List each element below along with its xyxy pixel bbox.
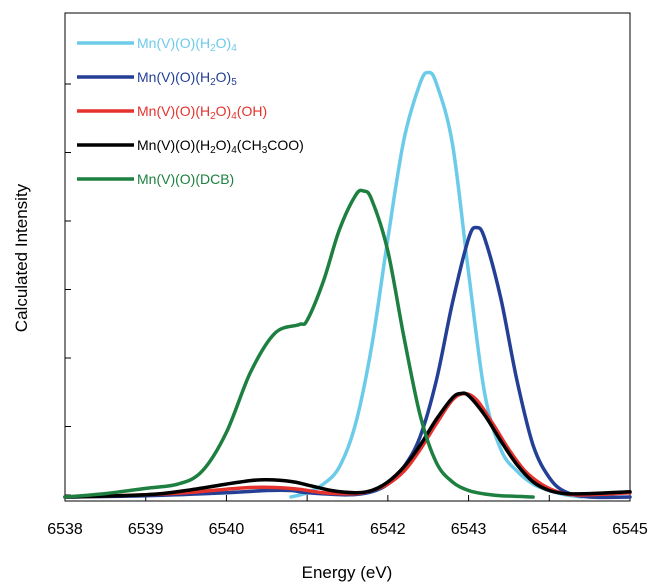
legend-label: Mn(V)(O)(H2O)4(CH3COO) — [137, 137, 304, 156]
x-tick-label: 6541 — [289, 521, 325, 538]
x-axis-ticks — [64, 495, 631, 501]
legend-label: Mn(V)(O)(H2O)5 — [137, 69, 237, 88]
legend-label: Mn(V)(O)(H2O)4(OH) — [137, 103, 267, 122]
legend-label: Mn(V)(O)(H2O)4 — [137, 35, 237, 54]
plot-frame — [64, 12, 631, 502]
series-line — [63, 225, 632, 500]
x-tick-label: 6542 — [370, 521, 406, 538]
x-axis-label: Energy (eV) — [302, 563, 393, 582]
series-line — [63, 188, 535, 499]
y-axis-ticks — [65, 83, 71, 496]
series-line — [63, 391, 632, 499]
legend: Mn(V)(O)(H2O)4 Mn(V)(O)(H2O)5 Mn(V)(O)(H2O… — [77, 35, 304, 187]
series-line — [63, 391, 632, 499]
x-axis-tick-labels: 6538 6539 6540 6541 6542 6543 6544 6545 — [47, 521, 648, 538]
x-tick-label: 6539 — [128, 521, 164, 538]
x-tick-label: 6543 — [451, 521, 487, 538]
x-tick-label: 6538 — [47, 521, 83, 538]
legend-label: Mn(V)(O)(DCB) — [137, 171, 234, 187]
series-lines — [63, 70, 632, 500]
x-tick-label: 6545 — [612, 521, 648, 538]
y-axis-label: Calculated Intensity — [12, 183, 31, 332]
x-tick-label: 6544 — [531, 521, 567, 538]
x-tick-label: 6540 — [209, 521, 245, 538]
series-line — [289, 70, 584, 499]
